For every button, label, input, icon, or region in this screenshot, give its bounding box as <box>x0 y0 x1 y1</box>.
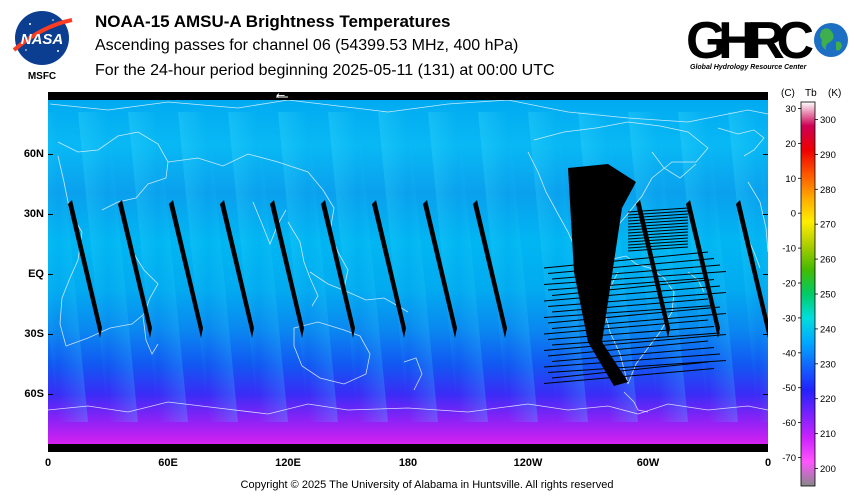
celsius-tick-label: -10 <box>782 244 796 255</box>
lat-label-60n: 60N <box>23 148 44 160</box>
celsius-tick-label: -60 <box>782 418 796 429</box>
kelvin-tick-label: 270 <box>820 220 836 231</box>
brightness-temperature-map: ← <box>48 92 768 452</box>
map-title: NOAA-15 AMSU-A Brightness Temperatures <box>95 12 451 31</box>
lat-label-eq: EQ <box>28 268 44 280</box>
celsius-tick-label: -20 <box>782 279 796 290</box>
kelvin-ticks: 300 290 280 270 260 250 240 230 220 210 200 <box>815 115 836 475</box>
lon-label-0: 0 <box>44 457 52 469</box>
lon-label-60e: 60E <box>158 457 178 469</box>
kelvin-tick-label: 230 <box>820 359 836 370</box>
celsius-tick-label: -70 <box>782 453 796 464</box>
colorbar-tb-header: Tb <box>805 88 817 99</box>
colorbar: (C) Tb (K) 3020100-10-20-30-40-50-60-70 … <box>781 88 841 487</box>
kelvin-tick-label: 280 <box>820 185 836 196</box>
time-period: For the 24-hour period beginning 2025-05… <box>95 62 555 79</box>
kelvin-tick-label: 300 <box>820 115 836 126</box>
kelvin-tick-label: 200 <box>820 464 836 475</box>
nasa-logo-text: NASA <box>21 31 64 48</box>
map-subtitle: Ascending passes for channel 06 (54399.5… <box>95 37 519 54</box>
celsius-tick-label: 0 <box>791 209 796 220</box>
kelvin-tick-label: 290 <box>820 150 836 161</box>
msfc-label: MSFC <box>28 71 56 82</box>
lon-label-180: 180 <box>398 457 418 469</box>
missing-scan-lines <box>543 207 727 384</box>
lat-label-30s: 30S <box>24 328 44 340</box>
lon-label-120e: 120E <box>275 457 301 469</box>
lon-label-60w: 60W <box>636 457 660 469</box>
colorbar-scale <box>800 101 816 487</box>
nasa-msfc-logo: NASA MSFC <box>12 11 73 82</box>
lon-label-120w: 120W <box>513 457 543 469</box>
ghrc-full-name: Global Hydrology Resource Center <box>690 64 807 71</box>
kelvin-tick-label: 210 <box>820 429 836 440</box>
celsius-tick-label: 10 <box>785 174 796 185</box>
celsius-tick-label: -30 <box>782 313 796 324</box>
lat-label-60s: 60S <box>24 388 44 400</box>
ghrc-logo: GHRC <box>686 12 848 70</box>
kelvin-tick-label: 250 <box>820 290 836 301</box>
celsius-tick-label: -50 <box>782 383 796 394</box>
celsius-tick-label: 30 <box>785 104 796 115</box>
colorbar-celsius-header: (C) <box>781 88 795 99</box>
celsius-tick-label: 20 <box>785 139 796 150</box>
ghrc-logo-text: GHRC <box>686 12 814 70</box>
lat-label-30n: 30N <box>23 208 44 220</box>
colorbar-kelvin-header: (K) <box>828 88 841 99</box>
swath-bands <box>48 112 768 422</box>
kelvin-tick-label: 260 <box>820 255 836 266</box>
celsius-ticks: 30 20 10 0 -10 -20 -30 -40 -50 -60 -70 <box>782 104 801 464</box>
lon-label-0-east: 0 <box>764 457 772 469</box>
kelvin-tick-label: 240 <box>820 324 836 335</box>
copyright-notice: Copyright © 2025 The University of Alaba… <box>240 479 614 491</box>
celsius-tick-label: -40 <box>782 348 796 359</box>
bottom-no-data-band <box>48 444 768 452</box>
top-no-data-band <box>48 92 768 100</box>
kelvin-tick-label: 220 <box>820 394 836 405</box>
